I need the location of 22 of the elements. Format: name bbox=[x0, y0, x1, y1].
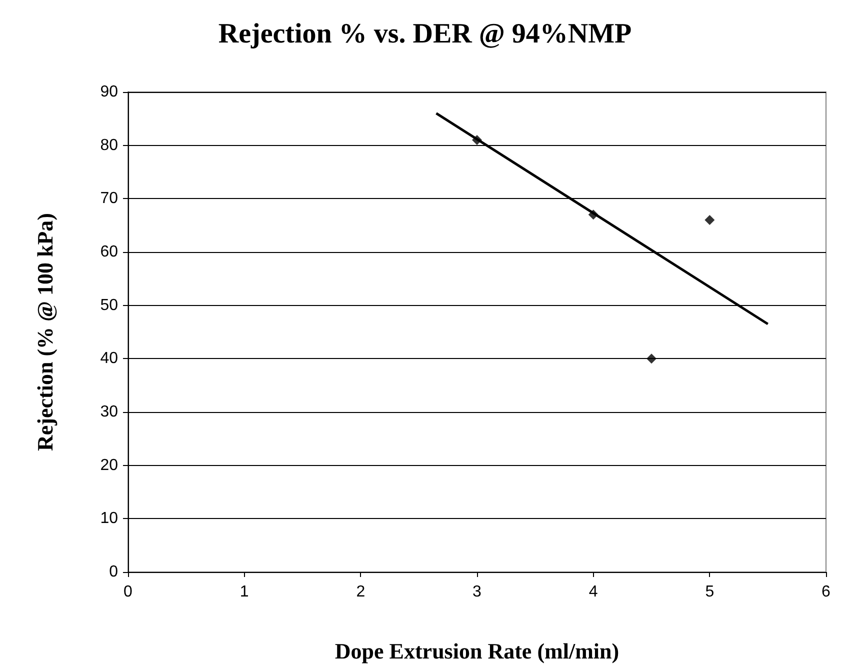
chart-title: Rejection % vs. DER @ 94%NMP bbox=[218, 18, 632, 50]
y-tick-label: 10 bbox=[100, 510, 118, 528]
x-tick-label: 5 bbox=[705, 584, 714, 600]
point bbox=[646, 354, 656, 364]
x-tick-label: 3 bbox=[472, 584, 482, 600]
y-tick-label: 90 bbox=[100, 84, 118, 100]
x-tick-label: 4 bbox=[588, 584, 598, 600]
point bbox=[704, 215, 715, 225]
y-tick-label: 70 bbox=[100, 190, 118, 208]
y-tick-label: 60 bbox=[100, 244, 118, 260]
x-tick-label: 2 bbox=[356, 584, 366, 600]
x-axis-title: Dope Extrusion Rate (ml/min) bbox=[334, 638, 620, 664]
y-tick-label: 40 bbox=[100, 350, 118, 368]
y-axis-title: Rejection (% @ 100 kPa) bbox=[32, 213, 58, 451]
x-tick-label: 6 bbox=[822, 584, 831, 600]
y-tick-label: 30 bbox=[100, 404, 118, 420]
x-tick-label: 1 bbox=[240, 584, 249, 600]
y-tick-label: 0 bbox=[109, 564, 118, 580]
y-tick-label: 80 bbox=[100, 136, 118, 154]
x-tick-label: 0 bbox=[124, 584, 133, 600]
y-tick-label: 50 bbox=[100, 296, 118, 314]
y-tick-label: 20 bbox=[100, 456, 118, 474]
